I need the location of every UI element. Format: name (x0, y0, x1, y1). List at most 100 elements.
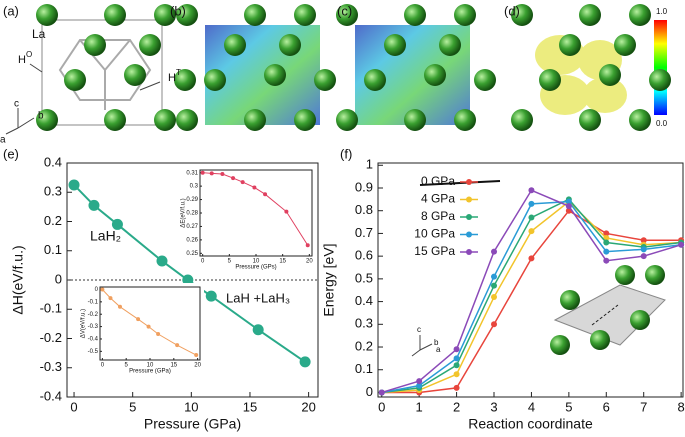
y-tick-label: 0.3 (44, 184, 62, 199)
data-point (263, 192, 268, 197)
atom (174, 69, 196, 91)
data-point (194, 353, 199, 358)
atom (279, 34, 301, 56)
y-tick-label: 0.25 (186, 251, 198, 257)
axis-label: c (417, 325, 421, 334)
x-tick-label: 1 (416, 399, 423, 414)
y-tick-label: 0.26 (186, 237, 198, 243)
x-tick-label: 20 (301, 399, 315, 414)
y-tick-label: 0.4 (355, 293, 373, 308)
panel-label: (a) (3, 3, 19, 18)
annotation: LaH₂ (90, 228, 121, 244)
data-point (678, 241, 685, 248)
legend-marker (466, 249, 472, 255)
atom (176, 109, 198, 131)
atom (104, 109, 126, 131)
axis-label: a (436, 345, 441, 354)
legend-label: 0 GPa (421, 174, 455, 188)
y-axis-label: Energy [eV] (321, 243, 337, 316)
colorbar (654, 20, 667, 115)
atom (649, 69, 671, 91)
x-tick-label: 5 (129, 399, 136, 414)
x-tick-label: 5 (125, 363, 129, 369)
x-tick-label: 0 (101, 363, 105, 369)
atom (629, 4, 651, 26)
y-tick-label: 0.6 (355, 248, 373, 263)
colorbar-label: 1.0 (656, 7, 668, 16)
atom (424, 64, 446, 86)
data-point (118, 304, 122, 309)
data-point (240, 180, 245, 185)
atom (590, 330, 610, 350)
x-tick-label: 10 (253, 259, 260, 265)
panel-label: (d) (504, 3, 520, 18)
y-axis-label: ΔH(eV/f.u.) (10, 245, 26, 314)
atom (244, 109, 266, 131)
x-tick-label: 20 (306, 259, 313, 265)
x-tick-label: 0 (378, 399, 385, 414)
data-point (416, 382, 423, 389)
x-tick-label: 8 (678, 399, 685, 414)
y-tick-label: -0.5 (88, 349, 99, 355)
atom (474, 69, 496, 91)
data-point (603, 239, 610, 246)
atom (439, 34, 461, 56)
atom (629, 109, 651, 131)
atom (454, 4, 476, 26)
atom (36, 4, 58, 26)
atom (154, 4, 176, 26)
data-point (136, 317, 141, 322)
y-tick-label: -0.2 (40, 330, 62, 345)
x-tick-label: 2 (453, 399, 460, 414)
x-tick-label: 10 (184, 399, 198, 414)
data-point (205, 290, 217, 302)
y-tick-label: -0.3 (40, 359, 62, 374)
x-tick-label: 10 (147, 363, 154, 369)
legend-label: 15 GPa (414, 244, 455, 258)
y-tick-label: -0.4 (40, 388, 62, 403)
atom (336, 4, 358, 26)
atom (559, 34, 581, 56)
pointer-lines (5, 63, 161, 135)
data-point (111, 218, 123, 230)
data-point (252, 185, 257, 190)
x-tick-label: 5 (228, 259, 232, 265)
atom (294, 4, 316, 26)
inset-bg (80, 283, 204, 374)
y-tick-label: -0.4 (88, 337, 99, 343)
y-tick-label: -0.2 (88, 312, 99, 318)
legend-marker (466, 231, 472, 238)
y-tick-label: 1 (366, 157, 373, 172)
data-point (603, 234, 610, 241)
atom (364, 69, 386, 91)
inset-bg (180, 166, 316, 270)
atom (204, 69, 226, 91)
data-point (378, 389, 385, 396)
cell (41, 19, 163, 126)
atom (550, 335, 570, 355)
data-point (156, 332, 161, 337)
atom (404, 4, 426, 26)
path-arrow (591, 304, 619, 326)
y-tick-label: -0.1 (40, 301, 62, 316)
y-tick-label: 0.9 (355, 179, 373, 194)
data-point (528, 214, 535, 221)
data-point (305, 243, 310, 248)
atom (139, 34, 161, 56)
axes-glyph (411, 335, 433, 357)
x-axis-label: Reaction coordinate (468, 416, 593, 432)
y-tick-label: 0.1 (44, 242, 62, 257)
atoms (36, 4, 671, 131)
y-tick-label: 0.7 (355, 225, 373, 240)
x-axis-label: Pressure (GPs) (235, 265, 276, 271)
atom-label: La (32, 27, 46, 41)
panel-label: (b) (170, 3, 186, 18)
data-point (182, 274, 194, 286)
data-point (88, 199, 100, 211)
annotation: LaH +LaH₃ (226, 290, 290, 305)
legend-label: 4 GPa (421, 192, 455, 206)
site-label: HO (18, 50, 32, 66)
data-point (528, 200, 535, 207)
data-point (565, 203, 572, 210)
y-tick-label: 0.5 (355, 270, 373, 285)
